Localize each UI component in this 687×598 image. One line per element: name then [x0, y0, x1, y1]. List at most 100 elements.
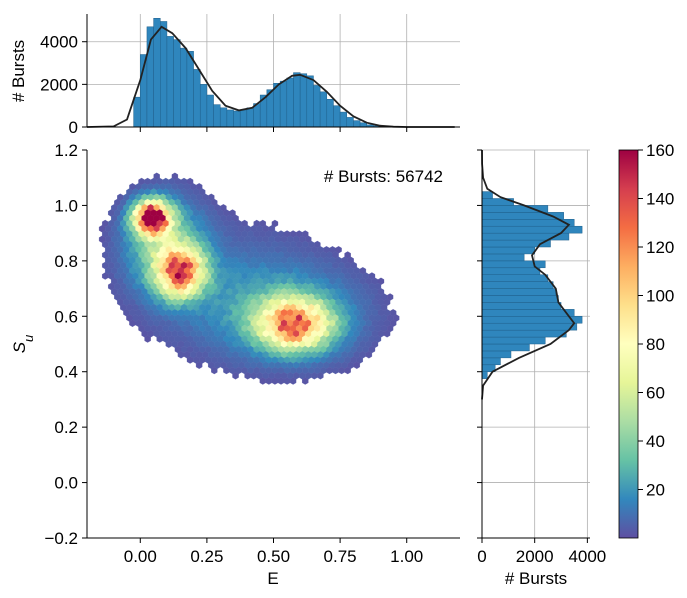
top-histogram-bar [166, 36, 174, 127]
hexbin-cells [98, 172, 400, 385]
right-histogram-bar [482, 288, 557, 296]
right-histogram-bars [482, 191, 583, 379]
hexbin-cell [289, 377, 297, 385]
top-histogram-bar [353, 120, 361, 127]
top-histogram-bar [180, 47, 188, 127]
colorbar-tick-label: 40 [646, 432, 665, 451]
top-histogram-bar [133, 96, 141, 127]
right-histogram-bar [482, 302, 562, 310]
right-histogram-bar [482, 329, 567, 338]
main-y-tick-label: 0.8 [54, 252, 78, 271]
colorbar-tick-label: 140 [646, 190, 674, 209]
hexbin-cell [129, 319, 136, 327]
hexbin-cell [302, 377, 309, 385]
right-kde-curve [481, 149, 576, 400]
top-histogram-bar [293, 72, 301, 127]
main-y-tick-label: 1.2 [54, 141, 78, 160]
main-y-ticks: −0.2 0.0 0.2 0.4 0.6 0.8 1.0 1.2 [44, 141, 87, 548]
colorbar-tick-label: 60 [646, 384, 665, 403]
hexbin-cell [344, 366, 351, 375]
colorbar-gradient [618, 149, 639, 539]
main-y-axis-label: Su [10, 335, 36, 354]
colorbar: 20 40 60 80 100 120 140 160 [618, 141, 674, 539]
right-marginal-panel: 0 2000 4000 # Bursts [477, 149, 606, 588]
main-x-tick-label: 0.00 [124, 547, 157, 566]
colorbar-tick-label: 100 [646, 287, 674, 306]
top-histogram-bar [273, 83, 281, 127]
right-y-ticks [477, 149, 482, 539]
top-y-tick-label: 4000 [40, 33, 78, 52]
top-histogram-bar [359, 122, 368, 127]
hexbin-cell [232, 372, 239, 380]
right-histogram-bar [482, 295, 559, 303]
right-histogram-bar [482, 357, 501, 366]
right-histogram-bar [482, 274, 549, 282]
hexbin-cell [317, 372, 324, 380]
hexbin-cell [311, 372, 318, 380]
right-histogram-bar [482, 253, 525, 262]
right-histogram-bar [482, 316, 583, 324]
main-y-tick-label: 0.6 [54, 307, 78, 326]
main-x-tick-label: 0.25 [190, 547, 223, 566]
top-histogram-bar [246, 107, 254, 127]
right-histogram-bar [482, 246, 535, 255]
colorbar-tick-label: 120 [646, 238, 674, 257]
right-x-ticks: 0 2000 4000 [477, 538, 606, 566]
main-x-ticks: 0.00 0.25 0.50 0.75 1.00 [124, 538, 423, 566]
hexbin-cell [211, 366, 218, 375]
top-histogram-bar [173, 39, 181, 127]
top-histogram-bar [319, 91, 328, 127]
top-y-axis-label: # Bursts [9, 40, 28, 102]
right-histogram-bar [482, 267, 541, 275]
top-y-ticks: 0 2000 4000 [40, 33, 87, 137]
main-y-tick-label: 0.4 [54, 363, 78, 382]
main-y-tick-label: −0.2 [44, 529, 78, 548]
right-histogram-bar [482, 322, 578, 331]
right-histogram-bar [482, 205, 549, 213]
hexbin-cell [353, 361, 360, 369]
top-histogram-bar [199, 84, 208, 127]
top-histogram-bar [299, 73, 308, 127]
right-histogram-bar [482, 191, 493, 199]
hexbin-cell [195, 361, 203, 369]
top-histogram-bar [313, 85, 321, 127]
top-histogram-bar [333, 105, 341, 127]
right-x-axis-label: # Bursts [505, 569, 567, 588]
top-histogram-bar [286, 77, 294, 127]
main-y-tick-label: 0.2 [54, 418, 78, 437]
right-x-tick-label: 0 [477, 547, 486, 566]
right-histogram-bar [482, 350, 512, 359]
main-hexbin-panel: # Bursts: 56742 0.00 0.25 0.50 0.75 1.00 −0.… [10, 141, 460, 588]
top-histogram-bar [160, 21, 168, 127]
hexbin-cell [165, 340, 173, 348]
top-y-tick-label: 0 [69, 118, 78, 137]
hexbin-cell [365, 351, 373, 359]
top-histogram-bar [219, 107, 228, 127]
right-x-tick-label: 2000 [516, 547, 554, 566]
main-x-axis-label: E [267, 569, 278, 588]
top-histogram-bar [186, 51, 194, 127]
right-histogram-bar [482, 281, 554, 289]
top-histogram-bar [226, 109, 234, 127]
top-histogram-bar [306, 75, 314, 127]
colorbar-tick-label: 80 [646, 335, 665, 354]
right-x-tick-label: 4000 [568, 547, 606, 566]
top-histogram-bar [279, 80, 288, 127]
right-histogram-bar [482, 336, 546, 345]
colorbar-tick-label: 20 [646, 481, 665, 500]
hexbin-cell [177, 351, 185, 359]
hexbin-cell [144, 335, 151, 343]
top-kde-curve [86, 25, 455, 128]
top-histogram-bar [233, 110, 241, 127]
top-x-ticks [139, 127, 408, 132]
main-y-tick-label: 1.0 [54, 196, 78, 215]
top-histogram-bar [206, 94, 214, 127]
top-y-tick-label: 2000 [40, 75, 78, 94]
hexbin-cell [244, 372, 251, 380]
top-histogram-bar [346, 117, 354, 127]
colorbar-ticks: 20 40 60 80 100 120 140 160 [638, 141, 674, 500]
top-histogram-bar [326, 99, 334, 127]
burst-count-annotation: # Bursts: 56742 [324, 167, 443, 186]
hexbin-cell [383, 330, 391, 338]
